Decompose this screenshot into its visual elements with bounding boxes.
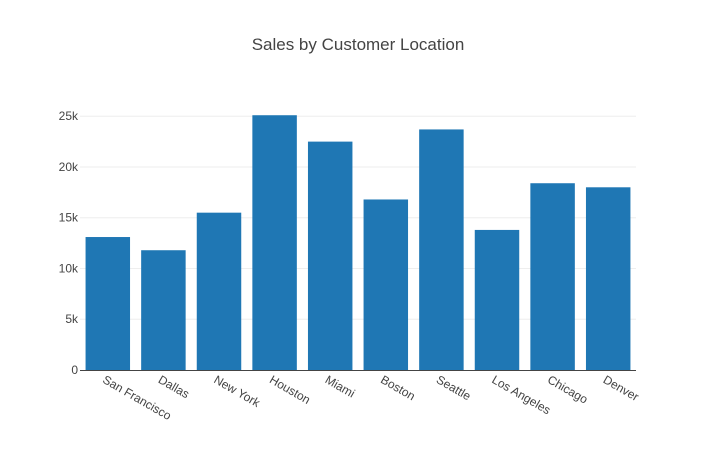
y-tick-label: 10k [59, 261, 79, 275]
y-axis-ticks: 0 5k 10k 15k 20k 25k [59, 109, 79, 377]
x-tick-label: Miami [323, 372, 358, 400]
bar [85, 237, 131, 370]
bar [252, 115, 297, 371]
x-tick-label: Houston [267, 372, 313, 406]
x-tick-label: Denver [601, 372, 642, 403]
x-tick-label: Boston [378, 372, 417, 403]
bar [530, 183, 575, 370]
bar [474, 229, 520, 370]
chart-title: Sales by Customer Location [252, 35, 465, 54]
y-tick-label: 0 [71, 363, 78, 377]
y-tick-label: 15k [59, 211, 79, 225]
y-tick-label: 25k [59, 109, 79, 123]
bars [85, 115, 631, 371]
x-tick-label: Dallas [156, 372, 192, 401]
y-tick-label: 5k [65, 312, 79, 326]
bar [141, 250, 186, 370]
bar [363, 199, 409, 370]
bar [419, 129, 464, 370]
y-tick-label: 20k [59, 160, 79, 174]
bar [307, 141, 353, 370]
bar [585, 187, 631, 370]
x-tick-label: New York [212, 372, 264, 410]
x-tick-label: Chicago [545, 372, 590, 406]
x-tick-label: Los Angeles [490, 372, 554, 417]
bar [196, 212, 242, 370]
x-tick-label: Seattle [434, 372, 474, 403]
